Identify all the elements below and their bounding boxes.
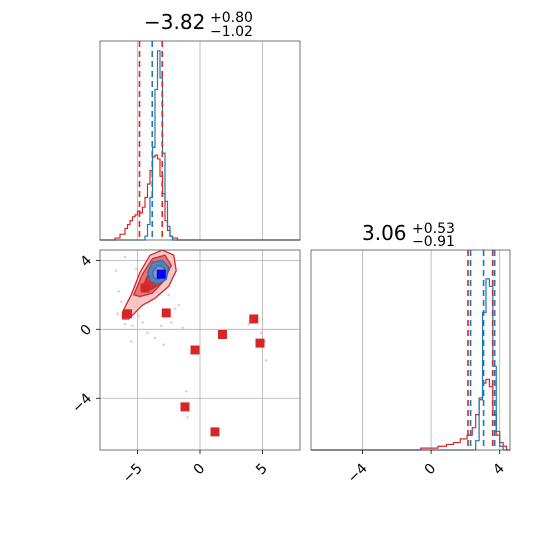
faint-sample-16 bbox=[259, 331, 263, 335]
outlier-point-2 bbox=[190, 345, 200, 355]
panel-2d-density: −5 0 5 −4 0 4 bbox=[69, 249, 301, 487]
faint-sample-10 bbox=[153, 336, 157, 340]
panel-param1-histogram: −4 0 4 bbox=[310, 249, 511, 487]
outlier-point-1 bbox=[161, 308, 171, 318]
x-tick-label-0: −5 bbox=[120, 461, 146, 487]
faint-sample-25 bbox=[167, 293, 171, 297]
title-param0-main: −3.82 bbox=[144, 10, 205, 34]
title-param1: 3.06 +0.53 −0.91 bbox=[362, 221, 455, 250]
x-tick-label-1: 0 bbox=[422, 461, 440, 479]
faint-sample-2 bbox=[131, 324, 134, 328]
faint-sample-18 bbox=[114, 269, 118, 272]
faint-sample-12 bbox=[184, 390, 188, 393]
panel-frame bbox=[99, 40, 301, 241]
faint-sample-9 bbox=[173, 307, 177, 310]
truth-point bbox=[156, 269, 166, 279]
faint-sample-13 bbox=[186, 415, 189, 419]
faint-sample-7 bbox=[159, 324, 163, 328]
outlier-point-8 bbox=[140, 283, 150, 293]
faint-sample-4 bbox=[137, 314, 141, 317]
outlier-point-7 bbox=[210, 427, 220, 437]
faint-sample-1 bbox=[123, 322, 127, 326]
y-tick-label-1: 0 bbox=[78, 322, 96, 340]
title-param0-sub: −1.02 bbox=[210, 24, 253, 40]
x-tick-label-0: −4 bbox=[345, 461, 371, 487]
title-param1-main: 3.06 bbox=[362, 221, 407, 245]
panel-param0-histogram bbox=[99, 40, 301, 241]
x-tick-label-2: 4 bbox=[490, 461, 508, 479]
outlier-point-4 bbox=[249, 314, 259, 324]
faint-sample-17 bbox=[134, 267, 138, 271]
panel-frame bbox=[310, 249, 511, 451]
histogram-blue-series bbox=[100, 50, 300, 241]
x-tick-label-2: 5 bbox=[253, 461, 271, 479]
faint-sample-24 bbox=[116, 312, 119, 316]
y-tick-label-0: −4 bbox=[69, 390, 95, 416]
outlier-point-5 bbox=[255, 338, 265, 348]
panel-background bbox=[311, 250, 510, 450]
faint-sample-8 bbox=[169, 321, 173, 324]
outlier-point-6 bbox=[180, 402, 190, 412]
faint-sample-21 bbox=[162, 343, 166, 347]
title-param1-sup: +0.53 bbox=[412, 221, 455, 237]
outlier-point-3 bbox=[218, 329, 227, 339]
histogram-blue-series bbox=[311, 278, 510, 451]
faint-sample-15 bbox=[264, 359, 268, 362]
faint-sample-22 bbox=[146, 331, 149, 335]
outlier-point-0 bbox=[123, 309, 132, 319]
title-param0-sup: +0.80 bbox=[210, 10, 253, 26]
x-tick-label-1: 0 bbox=[191, 461, 209, 479]
faint-sample-11 bbox=[129, 340, 133, 343]
panel-content bbox=[100, 250, 300, 450]
y-tick-label-2: 4 bbox=[78, 253, 96, 271]
faint-sample-20 bbox=[177, 303, 181, 307]
title-param1-sub: −0.91 bbox=[412, 234, 455, 250]
faint-sample-14 bbox=[247, 322, 251, 326]
faint-sample-26 bbox=[181, 326, 184, 329]
title-param0: −3.82 +0.80 −1.02 bbox=[144, 10, 253, 40]
faint-sample-6 bbox=[117, 290, 121, 293]
faint-sample-0 bbox=[119, 300, 123, 304]
faint-sample-5 bbox=[141, 321, 144, 324]
faint-sample-19 bbox=[123, 255, 127, 259]
